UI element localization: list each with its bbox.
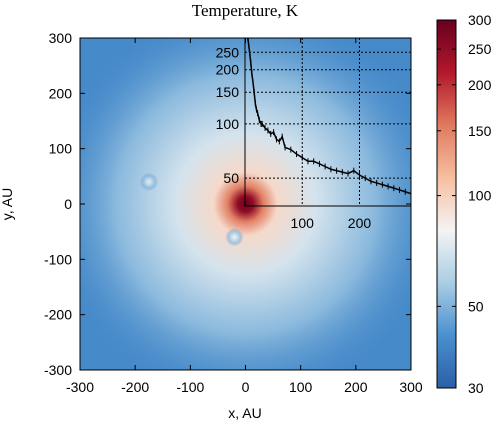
y-tick-label: 0 bbox=[64, 196, 72, 212]
x-tick-label: -100 bbox=[176, 379, 204, 395]
y-axis-ticks: -300 -200 -100 0 100 200 300 bbox=[44, 30, 411, 378]
x-axis-label: x, AU bbox=[228, 405, 261, 421]
inset-y-tick-label: 250 bbox=[216, 44, 240, 60]
x-axis-ticks: -300 -200 -100 0 100 200 300 bbox=[66, 38, 423, 395]
inset-x-tick-label: 200 bbox=[348, 215, 372, 231]
inset-y-tick-label: 100 bbox=[216, 116, 240, 132]
y-tick-label: 200 bbox=[49, 85, 73, 101]
colorbar-tick-label: 300 bbox=[468, 12, 492, 28]
x-tick-label: 0 bbox=[242, 379, 250, 395]
x-tick-label: -200 bbox=[121, 379, 149, 395]
y-tick-label: 300 bbox=[49, 30, 73, 46]
inset-plot: 100 200 50 100 150 200 250 bbox=[216, 38, 411, 231]
x-tick-label: 300 bbox=[399, 379, 423, 395]
x-tick-label: 100 bbox=[289, 379, 313, 395]
y-axis-label: y, AU bbox=[0, 188, 15, 220]
chart-title: Temperature, K bbox=[192, 1, 299, 20]
colorbar-gradient bbox=[436, 19, 457, 389]
inset-tick-labels: 100 200 50 100 150 200 250 bbox=[216, 44, 372, 231]
y-tick-label: 100 bbox=[49, 141, 73, 157]
colorbar-tick-label: 250 bbox=[468, 41, 492, 57]
colorbar-tick-label: 150 bbox=[468, 123, 492, 139]
colorbar-tick-label: 100 bbox=[468, 188, 492, 204]
inset-y-tick-label: 200 bbox=[216, 62, 240, 78]
x-tick-label: -300 bbox=[66, 379, 94, 395]
heat-feature bbox=[225, 228, 244, 247]
colorbar-tick-label: 50 bbox=[468, 298, 484, 314]
inset-y-tick-label: 150 bbox=[216, 84, 240, 100]
heat-feature bbox=[139, 172, 158, 191]
y-tick-label: -300 bbox=[44, 362, 72, 378]
y-tick-label: -100 bbox=[44, 251, 72, 267]
x-tick-label: 200 bbox=[344, 379, 368, 395]
colorbar-tick-label: 30 bbox=[468, 380, 484, 396]
inset-x-tick-label: 100 bbox=[291, 215, 315, 231]
y-tick-label: -200 bbox=[44, 307, 72, 323]
inset-y-tick-label: 50 bbox=[223, 170, 239, 186]
colorbar: 30 50 100 150 200 250 300 bbox=[436, 12, 492, 396]
colorbar-tick-label: 200 bbox=[468, 77, 492, 93]
inset-series bbox=[247, 38, 411, 197]
colorbar-ticks: 30 50 100 150 200 250 300 bbox=[437, 12, 492, 396]
